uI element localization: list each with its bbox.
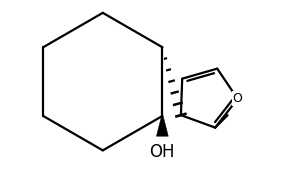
Text: OH: OH xyxy=(150,143,175,161)
Text: O: O xyxy=(233,92,243,105)
Polygon shape xyxy=(156,116,168,136)
